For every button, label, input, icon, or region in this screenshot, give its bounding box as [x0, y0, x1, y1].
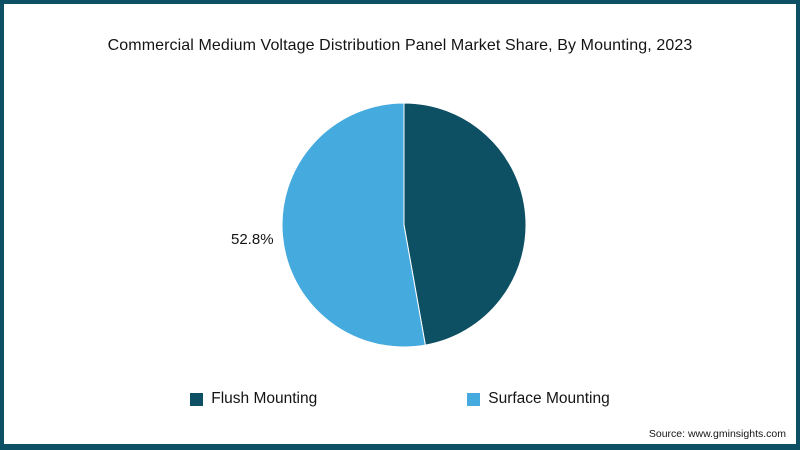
legend-label-flush-mounting: Flush Mounting — [211, 390, 318, 407]
legend-swatch-flush-mounting — [190, 392, 204, 406]
source-attribution: Source: www.gminsights.com — [648, 428, 786, 440]
pie-data-label-surface-mounting: 52.8% — [231, 231, 274, 248]
pie-chart — [281, 102, 527, 348]
chart-title: Commercial Medium Voltage Distribution P… — [107, 37, 693, 54]
legend: Flush Mounting Surface Mounting — [4, 390, 796, 408]
legend-item-flush-mounting: Flush Mounting — [190, 390, 317, 408]
legend-item-surface-mounting: Surface Mounting — [467, 390, 610, 408]
pie-slice-flush-mounting — [403, 102, 527, 346]
legend-swatch-surface-mounting — [467, 392, 481, 406]
pie-chart-area — [279, 100, 529, 350]
legend-label-surface-mounting: Surface Mounting — [488, 390, 610, 407]
pie-slice-surface-mounting — [281, 102, 426, 348]
